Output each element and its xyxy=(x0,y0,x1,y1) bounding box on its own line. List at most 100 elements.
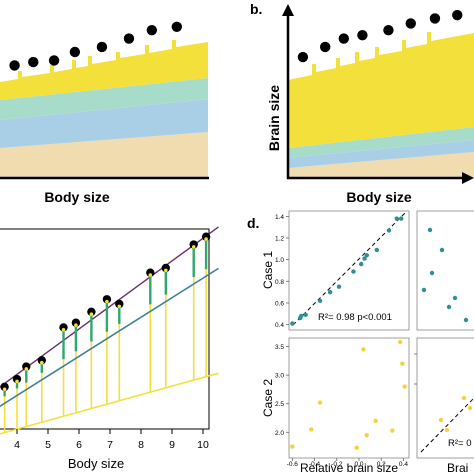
panel-c-upper-line xyxy=(0,226,219,388)
panel-a-dot-6 xyxy=(146,24,158,36)
panel-a: Body size xyxy=(0,21,209,205)
panel-d-case2-right-stat: R²= 0 xyxy=(448,438,472,449)
panel-c-point-center-11 xyxy=(191,245,196,249)
panel-b-dot-5 xyxy=(405,18,416,29)
panel-d-case1-point-14 xyxy=(399,216,404,221)
panel-d-case2-frame xyxy=(288,337,410,459)
panel-b-x-arrowhead xyxy=(462,172,474,184)
panel-d-case2-point-0 xyxy=(290,444,295,449)
panel-a-dot-0 xyxy=(9,60,20,71)
panel-b-dot-0 xyxy=(297,51,309,63)
panel-d-xtick-label-5: 0.4 xyxy=(399,461,408,468)
panel-d-case1-point-9 xyxy=(362,256,367,261)
panel-c-point-center-5 xyxy=(74,323,78,327)
panel-a-band-tan xyxy=(0,132,208,178)
panel-c-point-4 xyxy=(59,323,68,332)
panel-c-point-2 xyxy=(22,362,31,371)
panel-c-baseline xyxy=(0,372,219,435)
panel-d-xtick-label-2: -0.2 xyxy=(331,461,343,468)
panel-d-case2-point-2 xyxy=(317,400,323,405)
panel-d-case2-ytick-label-0: 2.0 xyxy=(275,430,284,437)
panel-d-case1-label: Case 1 xyxy=(261,251,275,289)
panel-b-xlabel: Body size xyxy=(346,189,412,205)
panel-d-xtick-label-4: 0.2 xyxy=(377,461,386,468)
panel-c-point-center-2 xyxy=(24,367,29,371)
panel-a-dot-2 xyxy=(48,55,60,66)
panel-d-case1-right-point-6 xyxy=(446,304,452,310)
panel-a-dot-1 xyxy=(28,56,39,68)
panel-a-dot-5 xyxy=(123,33,135,44)
panel-c-point-3 xyxy=(37,356,46,365)
panel-c-ticks: 4 5 6 7 8 9 10 xyxy=(14,429,209,451)
panel-a-band-yellow xyxy=(0,40,208,100)
panel-d-case1-frame xyxy=(288,210,410,331)
panel-d-case2-right-point-2 xyxy=(438,417,444,423)
panel-c-point-12 xyxy=(201,232,211,241)
panel-c-point-center-0 xyxy=(2,387,7,392)
panel-d-case2-point-3 xyxy=(354,445,359,450)
panel-d-case1-point-13 xyxy=(394,216,399,221)
panel-d-case1-right-point-5 xyxy=(463,317,469,323)
panel-d-case2-right-frame xyxy=(416,337,474,459)
panel-d-case1-ytick-label-2: 0.8 xyxy=(275,279,284,286)
panel-a-dot-4 xyxy=(96,41,108,53)
panel-c-tick-label-6: 10 xyxy=(197,439,209,451)
panel-d-case1-point-2 xyxy=(299,313,304,319)
panel-b-dot-2 xyxy=(338,33,349,44)
panel-d-points xyxy=(290,216,473,450)
panel-c-point-center-3 xyxy=(40,360,44,365)
panel-d: d. Case 1 Case 2 0.4 0.6 0.8 1.0 1.2 1.4 2.0 2.… xyxy=(247,210,474,474)
panel-d-case1-point-3 xyxy=(303,312,308,318)
panel-d-case2-right-fit-line xyxy=(420,397,474,453)
panel-d-case1-ytick-label-1: 0.6 xyxy=(275,300,284,307)
panel-d-xtick-label-0: -0.6 xyxy=(287,461,299,468)
panel-d-case2-ytick-label-1: 2.5 xyxy=(275,401,284,408)
panel-b-dot-1 xyxy=(320,41,331,53)
panel-c-point-center-1 xyxy=(15,379,19,384)
panel-d-case1-ytick-label-4: 1.2 xyxy=(275,236,284,243)
panel-c-tick-label-1: 5 xyxy=(45,439,51,451)
panel-d-ticks: 0.4 0.6 0.8 1.0 1.2 1.4 2.0 2.5 3.0 3.5 -0.6 -0.4 -0… xyxy=(275,214,417,468)
panel-c-tick-label-3: 7 xyxy=(107,439,113,451)
panel-d-xtick-label-3: 0.0 xyxy=(354,461,363,468)
panel-a-band-blue xyxy=(0,99,208,148)
panel-c-point-center-6 xyxy=(89,312,94,316)
panel-d-case2-point-9 xyxy=(400,361,405,366)
panel-c-point-center-4 xyxy=(61,328,66,332)
panel-d-case2-right-point-3 xyxy=(444,427,450,433)
panel-c-xlabel: Body size xyxy=(68,456,124,471)
panel-d-case1-right-point-4 xyxy=(452,295,458,301)
panel-d-case1-point-8 xyxy=(359,261,364,267)
panel-a-dot-3 xyxy=(69,46,81,58)
panel-c-point-center-8 xyxy=(117,304,122,309)
panel-d-case2-point-10 xyxy=(402,384,407,389)
panel-d-case2-point-7 xyxy=(390,428,395,433)
panel-d-case1-right-point-3 xyxy=(421,287,427,293)
panel-c-tick-label-0: 4 xyxy=(14,439,20,451)
panel-d-case2-ytick-label-2: 3.0 xyxy=(275,373,284,380)
panel-b-y-arrowhead xyxy=(282,4,294,16)
panel-c-point-5 xyxy=(71,318,81,327)
panel-label-d: d. xyxy=(247,215,259,231)
panel-c-point-10 xyxy=(161,263,170,273)
panel-a-xlabel: Body size xyxy=(44,189,110,205)
panel-c-point-1 xyxy=(12,374,22,384)
panel-d-case1-point-7 xyxy=(351,269,356,274)
panel-d-case1-point-10 xyxy=(364,253,369,258)
panel-c-point-6 xyxy=(87,307,96,316)
panel-a-dots xyxy=(9,21,182,71)
panel-b-dot-7 xyxy=(452,9,463,21)
panel-c-mid-line xyxy=(0,267,219,408)
panel-b-band-blue xyxy=(288,140,474,168)
panel-d-case2-point-1 xyxy=(309,427,314,432)
panel-c-point-center-9 xyxy=(148,273,153,277)
panel-c-point-center-10 xyxy=(164,268,168,273)
panel-d-case1-point-11 xyxy=(374,247,379,253)
panel-c-point-7 xyxy=(102,295,112,304)
panel-d-case1-stat: R²= 0.98 p<0.001 xyxy=(318,312,392,323)
panel-d-case2-point-4 xyxy=(361,347,366,352)
panel-b: b. Brain size Body size xyxy=(250,1,474,205)
panel-d-case2-point-5 xyxy=(364,432,369,438)
panel-d-xtick-label-1: -0.4 xyxy=(309,461,321,468)
panel-b-dot-3 xyxy=(357,30,368,41)
